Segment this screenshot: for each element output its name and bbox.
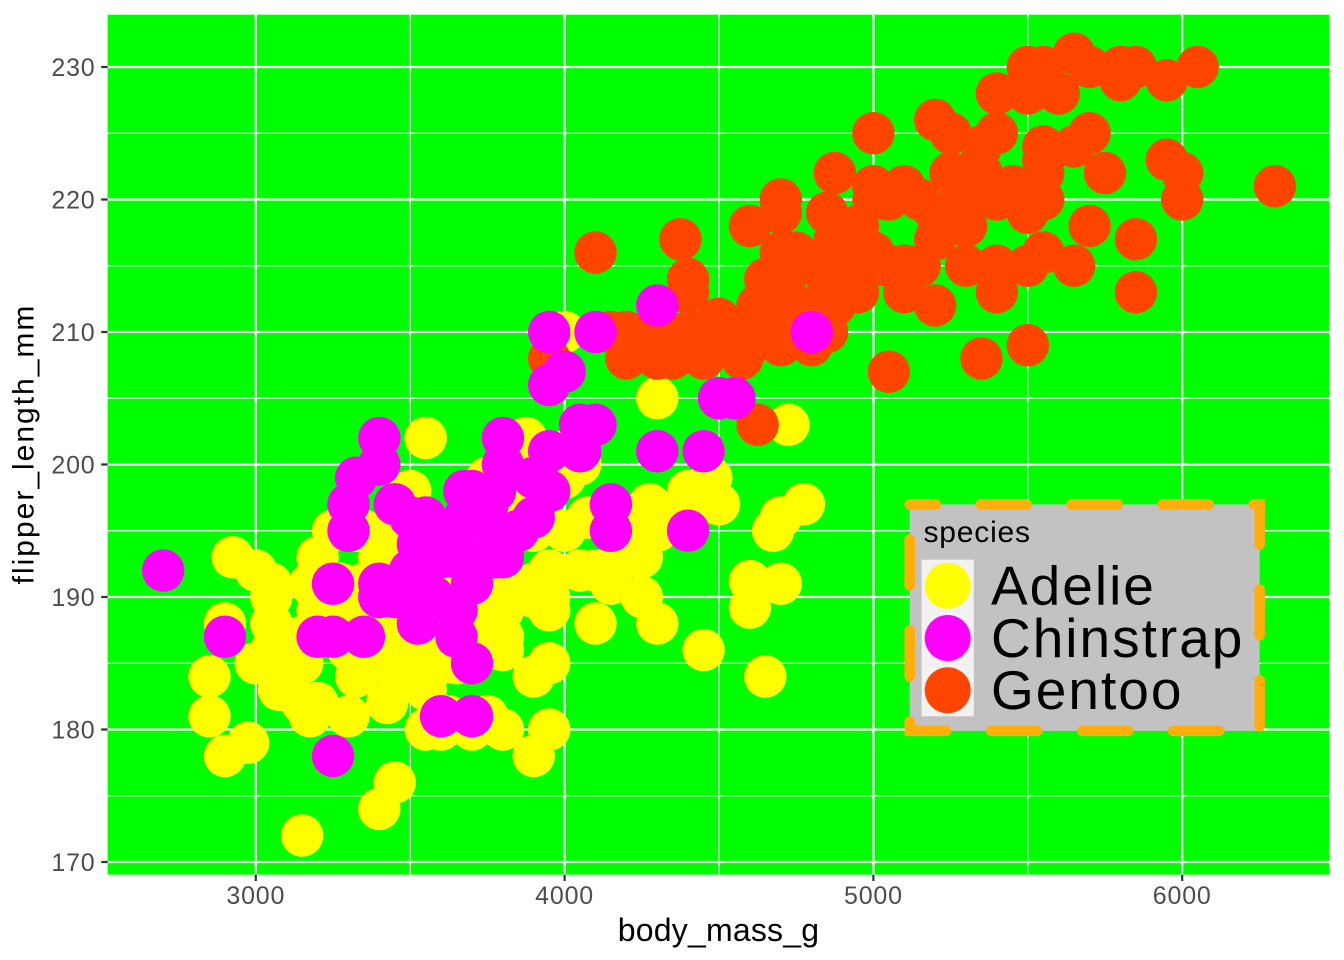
svg-text:3000: 3000 xyxy=(226,882,285,910)
svg-text:190: 190 xyxy=(51,584,95,612)
svg-text:body_mass_g: body_mass_g xyxy=(618,912,819,948)
svg-text:210: 210 xyxy=(51,319,95,347)
svg-text:180: 180 xyxy=(51,716,95,744)
svg-text:220: 220 xyxy=(51,186,95,214)
svg-text:200: 200 xyxy=(51,451,95,479)
svg-text:Gentoo: Gentoo xyxy=(991,659,1183,721)
svg-text:4000: 4000 xyxy=(535,882,594,910)
svg-text:flipper_length_mm: flipper_length_mm xyxy=(8,304,41,585)
svg-text:6000: 6000 xyxy=(1153,882,1212,910)
svg-text:230: 230 xyxy=(51,54,95,82)
svg-text:Adelie: Adelie xyxy=(991,555,1156,617)
svg-text:170: 170 xyxy=(51,849,95,877)
svg-text:Chinstrap: Chinstrap xyxy=(991,607,1244,669)
svg-text:5000: 5000 xyxy=(844,882,903,910)
svg-text:species: species xyxy=(924,516,1031,549)
